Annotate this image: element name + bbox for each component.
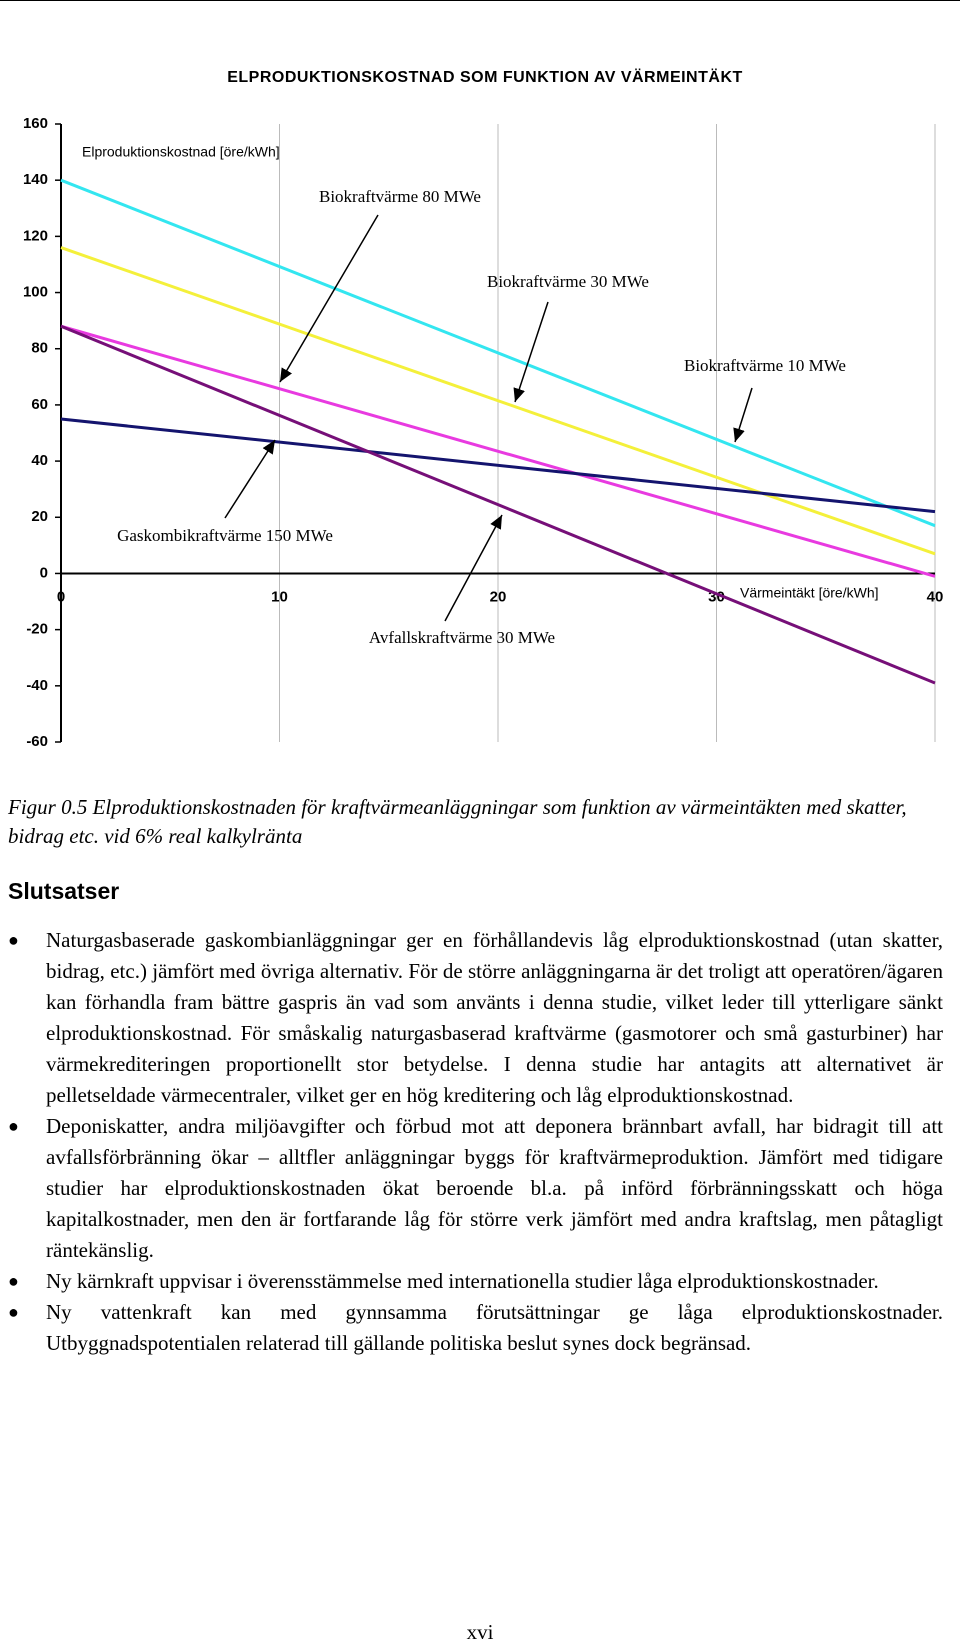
figure-caption: Figur 0.5 Elproduktionskostnaden för kra… — [8, 795, 907, 848]
bullet-item: ● Ny kärnkraft uppvisar i överensstämmels… — [8, 1266, 943, 1297]
section-heading: Slutsatser — [8, 878, 120, 904]
y-tick-label: 120 — [23, 227, 48, 244]
series-annotation: Avfallskraftvärme 30 MWe — [369, 628, 555, 647]
annotation-arrow — [224, 439, 276, 519]
x-axis-label: Värmeintäkt [öre/kWh] — [740, 585, 879, 601]
series-line — [60, 178, 936, 528]
y-tick-label: 80 — [31, 340, 48, 357]
bullet-item: ● Naturgasbaserade gaskombianläggningar g… — [8, 925, 943, 1111]
y-tick-label: 100 — [23, 284, 48, 301]
series-annotation: Biokraftvärme 30 MWe — [487, 272, 649, 291]
y-tick-label: -40 — [26, 677, 48, 694]
bullet-marker: ● — [8, 1302, 19, 1322]
bullet-text: Deponiskatter, andra miljöavgifter och f… — [46, 1114, 943, 1262]
series-annotation: Biokraftvärme 80 MWe — [319, 187, 481, 206]
bullet-marker: ● — [8, 930, 19, 950]
y-tick-label: -60 — [26, 733, 48, 750]
annotation-arrow — [444, 514, 503, 622]
x-tick-label: 20 — [490, 588, 507, 605]
y-tick-label: 40 — [31, 452, 48, 469]
series-line — [60, 417, 936, 514]
y-tick-label: 140 — [23, 171, 48, 188]
annotation-arrow — [279, 214, 379, 383]
x-tick-label: 40 — [927, 588, 944, 605]
bullet-list: ● Naturgasbaserade gaskombianläggningar g… — [8, 925, 943, 1359]
bullet-text: Ny vattenkraft kan med gynnsamma förutsä… — [46, 1300, 943, 1355]
page-number: xvi — [466, 1620, 494, 1644]
chart-title: ELPRODUKTIONSKOSTNAD SOM FUNKTION AV VÄR… — [227, 68, 743, 86]
series-annotation: Biokraftvärme 10 MWe — [684, 356, 846, 375]
top-rule — [0, 0, 960, 1]
y-tick-label: 60 — [31, 396, 48, 413]
y-tick-label: 160 — [23, 115, 48, 132]
bullet-text: Naturgasbaserade gaskombianläggningar ge… — [46, 928, 943, 1107]
y-tick-label: 20 — [31, 508, 48, 525]
series-line — [60, 324, 936, 685]
bullet-marker: ● — [8, 1271, 19, 1291]
series-line — [60, 324, 936, 578]
chart: ELPRODUKTIONSKOSTNAD SOM FUNKTION AV VÄR… — [23, 68, 944, 750]
y-tick-label: -20 — [26, 621, 48, 638]
y-tick-label: 0 — [40, 564, 48, 581]
annotation-arrow — [513, 301, 549, 403]
annotation-arrow — [733, 387, 753, 443]
bullet-marker: ● — [8, 1116, 19, 1136]
x-tick-label: 10 — [271, 588, 288, 605]
y-axis-label: Elproduktionskostnad [öre/kWh] — [82, 144, 280, 160]
bullet-item: ● Ny vattenkraft kan med gynnsamma föruts… — [8, 1297, 943, 1359]
bullet-item: ● Deponiskatter, andra miljöavgifter och … — [8, 1111, 943, 1266]
series-annotation: Gaskombikraftvärme 150 MWe — [117, 526, 333, 545]
series-line — [60, 246, 936, 556]
bullet-text: Ny kärnkraft uppvisar i överensstämmelse… — [46, 1269, 879, 1293]
